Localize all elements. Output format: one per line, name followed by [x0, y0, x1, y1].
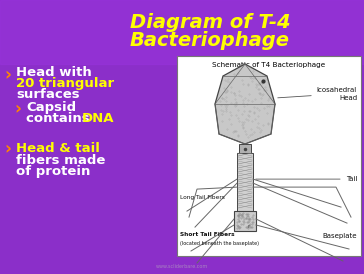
Text: Diagram of T-4: Diagram of T-4	[130, 13, 290, 32]
Text: www.scliderbare.com: www.scliderbare.com	[156, 264, 208, 270]
Bar	[239, 144, 251, 153]
Text: r: r	[247, 224, 249, 229]
Bar	[234, 211, 256, 231]
Text: Schematic of T4 Bacteriophage: Schematic of T4 Bacteriophage	[212, 62, 326, 68]
Text: Tail: Tail	[256, 176, 357, 182]
Bar	[177, 56, 361, 256]
Text: contains: contains	[26, 113, 94, 125]
Text: Head & tail: Head & tail	[16, 142, 100, 156]
Polygon shape	[215, 64, 275, 144]
Bar	[0, 0, 364, 64]
Text: DNA: DNA	[82, 113, 115, 125]
Text: 20 triangular: 20 triangular	[16, 78, 114, 90]
Text: (located beneath the baseplate): (located beneath the baseplate)	[180, 241, 259, 246]
Text: Icosahedral
Head: Icosahedral Head	[278, 87, 357, 101]
Bar	[237, 153, 253, 211]
Text: Head with: Head with	[16, 67, 92, 79]
Text: ›: ›	[14, 100, 21, 118]
Text: fibers made: fibers made	[16, 153, 105, 167]
Text: Short Tail Fibers: Short Tail Fibers	[180, 232, 235, 236]
Text: ›: ›	[4, 140, 11, 158]
Text: Long Tail Fibers: Long Tail Fibers	[180, 195, 225, 199]
Text: of protein: of protein	[16, 164, 90, 178]
Text: surfaces: surfaces	[16, 89, 80, 101]
Text: ›: ›	[4, 66, 11, 84]
Text: Bacteriophage: Bacteriophage	[130, 30, 290, 50]
Text: Capsid: Capsid	[26, 101, 76, 113]
Text: Baseplate: Baseplate	[323, 233, 357, 239]
